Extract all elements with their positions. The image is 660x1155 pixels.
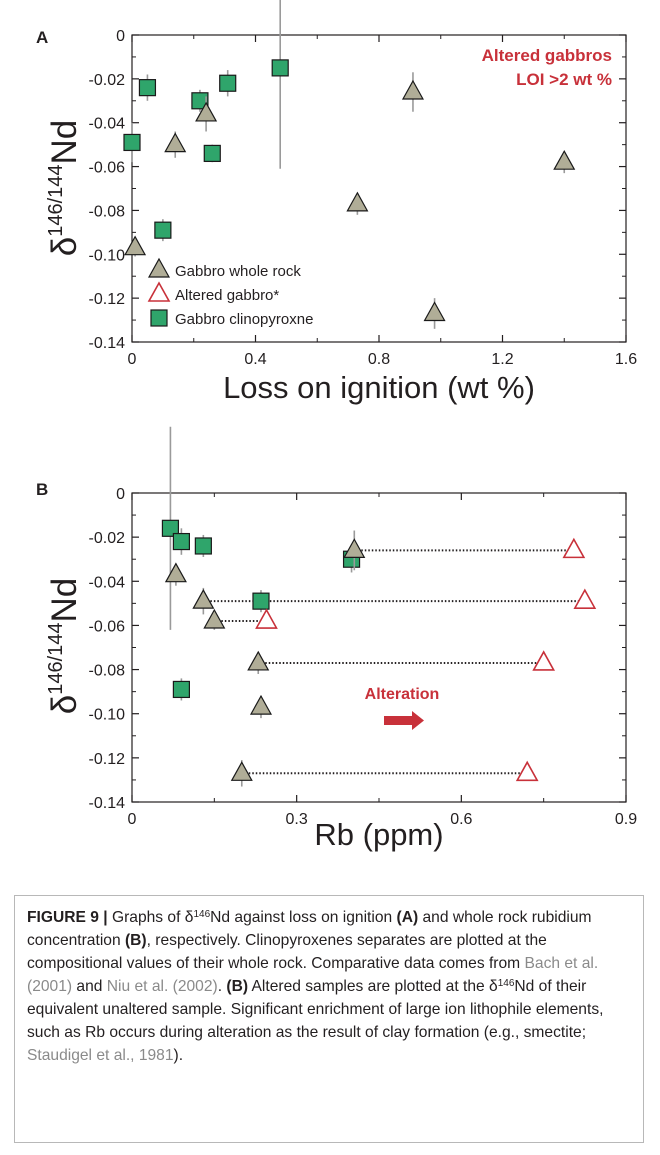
x-tick-label: 0 — [128, 811, 137, 828]
annotation-text: LOI >2 wt % — [516, 70, 612, 89]
y-tick-label: -0.14 — [89, 335, 126, 352]
data-point — [203, 608, 226, 629]
y-tick-label: -0.12 — [89, 291, 126, 308]
caption-text: Nd of their equivalent unaltered sample.… — [27, 978, 604, 1041]
data-point — [123, 133, 141, 152]
panel-a: A 0-0.02-0.04-0.06-0.08-0.10-0.12-0.140 0.… — [36, 0, 637, 405]
figure-caption-box: FIGURE 9 | Graphs of δ146Nd against loss… — [14, 895, 644, 1143]
data-point — [515, 760, 539, 782]
y-tick-label: 0 — [116, 28, 125, 45]
data-point — [553, 149, 576, 170]
data-point — [138, 79, 157, 97]
caption-text: . — [217, 978, 227, 995]
caption-text: , respectively. Clinopyroxenes separates… — [27, 932, 547, 972]
y-tick-label: -0.02 — [89, 72, 126, 89]
x-tick-label: 0.9 — [615, 811, 637, 828]
legend: Gabbro whole rock Altered gabbro* Gabbro c… — [147, 257, 313, 328]
x-tick-label: 1.2 — [491, 351, 513, 368]
data-point — [573, 588, 597, 609]
caption-text: Graphs of δ — [107, 909, 194, 926]
data-point — [247, 650, 270, 671]
legend-marker — [150, 309, 168, 327]
caption-panel-ref: (B) — [124, 932, 147, 949]
x-axis-label: Loss on ignition (wt %) — [223, 370, 535, 405]
data-point — [346, 191, 369, 212]
legend-label: Gabbro clinopyroxne — [175, 311, 313, 328]
data-point — [172, 680, 190, 699]
y-tick-label: -0.14 — [89, 795, 126, 812]
panel-b: B 0-0.02-0.04-0.06-0.08-0.10-0.12-0.140 0.… — [36, 426, 637, 852]
panel-letter: B — [36, 480, 48, 499]
data-point — [230, 761, 253, 781]
legend-label: Altered gabbro* — [175, 287, 279, 304]
citation-link[interactable]: Bach et al. (2001) — [27, 955, 599, 995]
y-tick-label: -0.08 — [89, 663, 126, 680]
data-point — [255, 608, 278, 629]
annotation-text: Alteration — [365, 686, 440, 703]
data-point — [154, 221, 172, 239]
data-point — [195, 101, 218, 122]
citation-link[interactable]: Niu et al. (2002) — [106, 978, 218, 995]
y-tick-label: 0 — [116, 486, 125, 503]
data-point — [161, 519, 180, 537]
legend-label: Gabbro whole rock — [175, 263, 301, 280]
caption-text: Altered samples are plotted at the δ — [248, 978, 498, 995]
x-tick-label: 0.6 — [450, 811, 472, 828]
data-point — [249, 694, 273, 715]
caption-panel-ref: (B) — [226, 978, 249, 995]
data-point — [192, 588, 215, 609]
alteration-arrow-icon — [384, 711, 424, 730]
y-tick-label: -0.02 — [89, 530, 126, 547]
figure-caption: FIGURE 9 | Graphs of δ146Nd against loss… — [27, 906, 631, 1067]
data-point — [124, 235, 147, 256]
data-point — [271, 59, 289, 77]
data-point — [219, 74, 237, 92]
legend-marker — [147, 281, 171, 302]
data-point — [164, 132, 187, 153]
x-tick-label: 1.6 — [615, 351, 637, 368]
x-axis-label: Rb (ppm) — [314, 817, 443, 852]
data-point — [562, 537, 586, 559]
y-tick-label: -0.12 — [89, 751, 126, 768]
caption-superscript: 146 — [193, 909, 211, 920]
x-tick-label: 0 — [128, 351, 137, 368]
panel-letter: A — [36, 28, 48, 47]
x-tick-label: 0.8 — [368, 351, 390, 368]
x-tick-label: 0.3 — [286, 811, 308, 828]
y-tick-label: -0.04 — [89, 574, 126, 591]
y-tick-label: -0.10 — [89, 247, 126, 264]
citation-link[interactable]: Staudigel et al., 1981 — [27, 1047, 174, 1064]
annotation-text: Altered gabbros — [482, 46, 612, 65]
data-point — [343, 538, 366, 558]
caption-text: ). — [173, 1047, 184, 1064]
y-axis-label: δ146/144Nd — [45, 578, 84, 715]
caption-text: and — [72, 978, 107, 995]
y-tick-label: -0.06 — [89, 160, 126, 177]
y-tick-label: -0.04 — [89, 116, 126, 133]
data-point — [401, 79, 424, 100]
data-point — [423, 301, 446, 322]
data-point — [164, 562, 187, 583]
y-tick-label: -0.08 — [89, 203, 126, 220]
caption-superscript: 146 — [497, 978, 515, 989]
data-point — [252, 592, 270, 610]
caption-label: FIGURE 9 | — [27, 909, 108, 926]
y-tick-label: -0.10 — [89, 707, 126, 724]
y-axis-label: δ146/144Nd — [45, 120, 84, 257]
data-point — [194, 537, 212, 555]
caption-text: and whole rock rubidium concentration — [27, 909, 592, 949]
legend-marker — [147, 257, 171, 278]
y-tick-label: -0.06 — [89, 618, 126, 635]
figure-9: A 0-0.02-0.04-0.06-0.08-0.10-0.12-0.140 0.… — [36, 0, 637, 852]
data-point — [191, 92, 209, 110]
data-point — [203, 144, 221, 163]
data-point — [172, 532, 190, 551]
data-point — [532, 650, 556, 671]
caption-panel-ref: (A) — [396, 909, 419, 926]
x-tick-label: 0.4 — [244, 351, 266, 368]
caption-text: Nd against loss on ignition — [210, 909, 397, 926]
